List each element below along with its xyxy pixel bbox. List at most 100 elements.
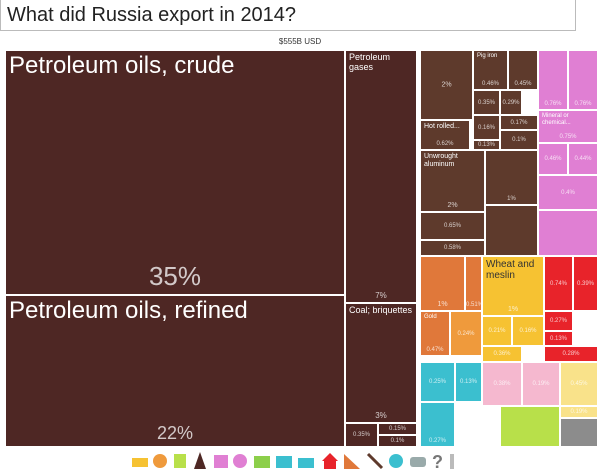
tile[interactable]: 0.45% xyxy=(508,50,538,90)
tile-share: 0.75% xyxy=(559,134,577,140)
tile[interactable]: 0.16% xyxy=(512,316,544,346)
tile-share: 0.24% xyxy=(457,330,475,337)
tile[interactable]: 0.29% xyxy=(500,90,522,115)
tile-share: 0.51% xyxy=(466,302,482,308)
tile[interactable]: 1% xyxy=(420,256,465,311)
tile-label: Mineral or chemical... xyxy=(542,113,571,126)
tile[interactable]: 0.19% xyxy=(522,362,560,406)
tile-share: 0.4% xyxy=(561,189,575,196)
tile[interactable]: Coal; briquettes 3% xyxy=(345,303,417,423)
tile[interactable]: 1% xyxy=(485,150,538,205)
tile-share: 0.76% xyxy=(544,101,562,107)
tile[interactable]: 0.44% xyxy=(568,143,598,175)
tile-label: Petroleum gases xyxy=(349,52,391,72)
tile-share: 0.46% xyxy=(481,81,499,87)
tile-label: Wheat and meslin xyxy=(486,259,535,281)
tile-share: 0.27% xyxy=(549,318,567,324)
tile-share: 7% xyxy=(375,291,387,300)
tile-share: 0.17% xyxy=(510,119,528,126)
tile[interactable]: Petroleum oils, crude 35% xyxy=(5,50,345,295)
tile-share: 0.44% xyxy=(574,156,592,162)
tile[interactable]: 0.4% xyxy=(538,175,598,210)
tile-share: 0.27% xyxy=(428,438,446,444)
tile-label: Unwrought aluminum xyxy=(424,153,458,168)
tile[interactable]: 0.58% xyxy=(420,240,485,256)
tile[interactable]: Petroleum oils, refined 22% xyxy=(5,295,345,447)
tile[interactable]: 2% xyxy=(420,50,473,120)
tile-label: Hot rolled... xyxy=(424,123,460,130)
tile[interactable]: 0.1% xyxy=(500,130,538,150)
tile[interactable]: 0.36% xyxy=(482,346,522,362)
tile[interactable]: Gold 0.47% xyxy=(420,311,450,356)
tile[interactable]: 0.25% xyxy=(420,362,455,402)
tile-share: 0.13% xyxy=(549,335,567,342)
tile-share: 0.45% xyxy=(514,81,532,87)
category-icons: ? xyxy=(132,452,454,471)
tile[interactable]: 0.16% xyxy=(473,115,500,140)
tile[interactable]: 0.65% xyxy=(420,212,485,240)
tile-label: Pig iron xyxy=(477,53,498,59)
tile-share: 0.35% xyxy=(352,432,370,438)
tile[interactable]: 0.76% xyxy=(568,50,598,110)
tile[interactable]: 0.45% xyxy=(560,362,598,406)
tile-share: 1% xyxy=(507,196,516,202)
tile-share: 0.19% xyxy=(532,381,550,387)
total-label: $555B USD xyxy=(278,37,322,46)
question-box[interactable]: What did Russia export in 2014? xyxy=(0,0,576,31)
tile[interactable]: 0.1% xyxy=(378,435,417,447)
tile[interactable]: 0.46% xyxy=(538,143,568,175)
tile[interactable]: 0.38% xyxy=(482,362,522,406)
tile-share: 0.28% xyxy=(562,351,580,357)
tile[interactable]: 0.27% xyxy=(420,402,455,447)
tile[interactable]: Wheat and meslin 1% xyxy=(482,256,544,316)
tile-share: 0.29% xyxy=(502,99,520,106)
tile[interactable] xyxy=(560,418,598,447)
tile[interactable] xyxy=(485,205,538,256)
tile[interactable]: 0.28% xyxy=(544,346,598,362)
tile-label: Gold xyxy=(424,314,437,320)
tile[interactable]: 0.74% xyxy=(544,256,573,311)
tile-share: 0.16% xyxy=(519,328,537,334)
tile-share: 0.74% xyxy=(549,280,567,287)
treemap: Petroleum oils, crude 35% Petroleum oils, … xyxy=(5,50,598,447)
tile[interactable]: 0.17% xyxy=(500,115,538,130)
tile-share: 0.35% xyxy=(477,99,495,106)
tile[interactable]: 0.24% xyxy=(450,311,482,356)
tile-share: 3% xyxy=(375,411,387,420)
svg-text:?: ? xyxy=(432,452,443,471)
tile[interactable]: 0.39% xyxy=(573,256,598,311)
tile[interactable]: 0.15% xyxy=(378,423,417,435)
tile-share: 2% xyxy=(441,81,452,89)
tile[interactable] xyxy=(538,210,598,256)
tile[interactable]: 0.13% xyxy=(544,331,573,346)
tile-share: 0.19% xyxy=(570,409,588,415)
tile[interactable]: 0.27% xyxy=(544,311,573,331)
tile[interactable]: 0.13% xyxy=(455,362,482,402)
tile-share: 0.25% xyxy=(428,379,446,385)
tile-share: 0.46% xyxy=(544,156,562,162)
tile[interactable]: Mineral or chemical... 0.75% xyxy=(538,110,598,143)
tile[interactable] xyxy=(500,406,560,447)
tile[interactable]: Petroleum gases 7% xyxy=(345,50,417,303)
tile[interactable]: Pig iron 0.46% xyxy=(473,50,508,90)
tile-share: 22% xyxy=(156,423,194,443)
tile-share: 0.76% xyxy=(574,101,592,107)
tile[interactable]: 0.19% xyxy=(560,406,598,418)
tile-share: 0.47% xyxy=(426,347,444,353)
tile-share: 1% xyxy=(437,301,448,308)
tile[interactable]: 0.21% xyxy=(482,316,512,346)
tile-share: 0.1% xyxy=(512,137,526,143)
tile[interactable]: 0.35% xyxy=(345,423,378,447)
tile-share: 0.62% xyxy=(436,141,454,147)
tile[interactable]: Hot rolled... 0.62% xyxy=(420,120,470,150)
tile[interactable]: Unwrought aluminum 2% xyxy=(420,150,485,212)
tile-share: 0.58% xyxy=(443,245,461,251)
tile-share: 2% xyxy=(447,202,458,209)
tile-share: 0.39% xyxy=(576,280,594,287)
tile[interactable]: 0.51% xyxy=(465,256,482,311)
tile[interactable]: 0.13% xyxy=(473,140,500,150)
tile-share: 0.45% xyxy=(570,381,588,387)
tile[interactable]: 0.35% xyxy=(473,90,500,115)
tile[interactable]: 0.76% xyxy=(538,50,568,110)
